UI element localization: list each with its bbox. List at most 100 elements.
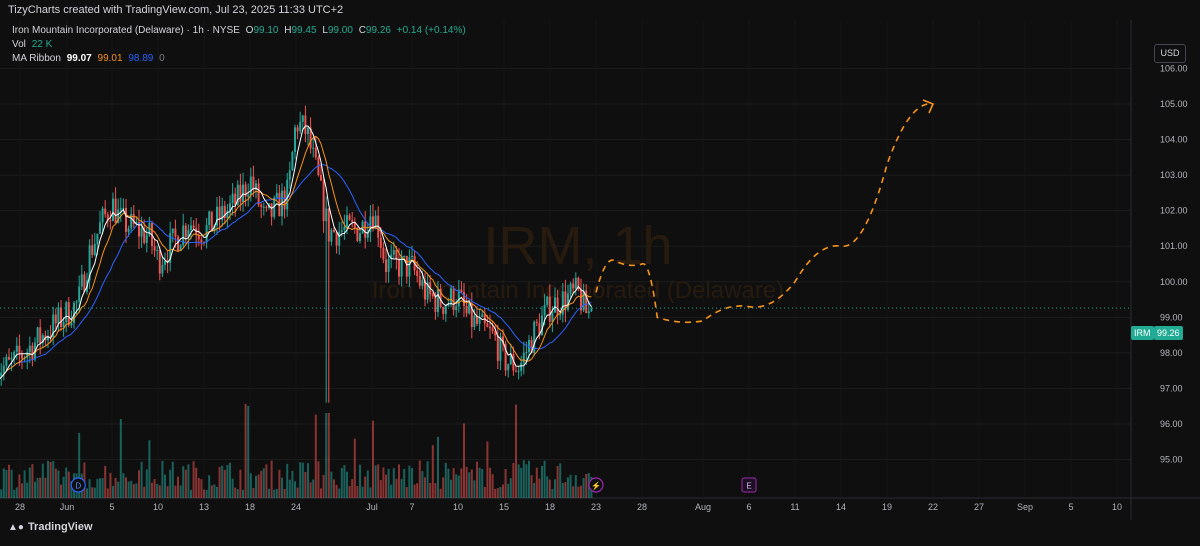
volume-bar: [582, 477, 585, 498]
x-tick-label: Jul: [366, 502, 378, 512]
candle-body: [577, 277, 580, 290]
event-marker[interactable]: E: [741, 477, 757, 493]
volume-bar: [512, 463, 515, 498]
projection[interactable]: [595, 99, 935, 324]
volume-bar: [307, 463, 309, 498]
volume-bar: [70, 481, 73, 498]
candle-body: [187, 229, 190, 238]
volume-bar: [190, 489, 192, 498]
chart-area[interactable]: IRM, 1h Iron Mountain Incorporated (Dela…: [0, 20, 1200, 541]
volume-bar: [499, 486, 502, 498]
ma-orange-line: [0, 135, 592, 380]
candle-body: [18, 345, 21, 355]
currency-button[interactable]: USD: [1154, 44, 1186, 63]
candle-body: [106, 214, 109, 221]
tradingview-logo[interactable]: ▲● TradingView: [8, 521, 93, 537]
candle-body: [374, 215, 377, 229]
volume-bar: [278, 469, 281, 498]
candle-body: [158, 250, 161, 274]
candle-body: [325, 208, 328, 222]
legend-ohlc: Iron Mountain Incorporated (Delaware) · …: [12, 25, 469, 36]
volume-bar: [255, 475, 257, 498]
event-marker[interactable]: ⚡: [588, 477, 604, 493]
candle-body: [223, 205, 226, 219]
event-marker-label: ⚡: [591, 481, 601, 491]
candle-body: [476, 315, 478, 324]
candle-body: [26, 352, 29, 358]
volume-bar: [515, 404, 517, 498]
volume-bar: [465, 466, 468, 498]
volume-bar: [200, 479, 203, 498]
volume-bar: [413, 484, 416, 498]
volume-bar: [249, 473, 252, 498]
candle-body: [546, 296, 549, 306]
volume-bar: [509, 478, 512, 498]
volume-bar: [317, 461, 320, 498]
candle-body: [65, 302, 68, 323]
candle-body: [338, 231, 341, 246]
candle-body: [88, 245, 91, 281]
volume-bar: [41, 463, 44, 498]
candle-body: [426, 282, 429, 300]
event-marker-bg: [741, 477, 757, 493]
price-axis[interactable]: 106.00 105.00 104.00 103.00 102.00 101.00 100.…: [1160, 63, 1188, 464]
volume-bar: [574, 475, 577, 498]
candle-body: [520, 362, 523, 371]
time-axis[interactable]: 28 Jun 5 10 13 18 24 Jul 7 10 15 18 23 28 Aug 6 11 14 19 22…: [15, 502, 1122, 512]
candle-body: [234, 193, 237, 205]
volume-bar: [130, 480, 133, 498]
candle-body: [348, 215, 351, 221]
candle-body: [247, 194, 250, 197]
legend-low-label: L: [322, 25, 328, 36]
volume-bar: [525, 464, 528, 498]
candle-body: [153, 245, 156, 251]
candle-body: [314, 147, 317, 158]
candle-body: [512, 354, 515, 371]
volume-bar: [125, 477, 127, 498]
candle-body: [119, 208, 122, 210]
candle-body: [192, 225, 195, 229]
candle-body: [437, 288, 439, 312]
volume-bar: [2, 468, 5, 498]
x-tick-label: 15: [499, 502, 509, 512]
volume-bar: [291, 470, 294, 498]
volume-bar: [374, 465, 377, 498]
volume-bar: [44, 477, 47, 498]
volume-bar: [387, 468, 390, 498]
x-tick-label: Aug: [695, 502, 711, 512]
volume-bar: [184, 469, 187, 498]
x-tick-label: 28: [637, 502, 647, 512]
y-tick-label: 103.00: [1160, 170, 1188, 180]
candle-body: [80, 274, 83, 287]
legend-close-label: C: [358, 25, 366, 36]
volume-bar: [52, 461, 55, 498]
volume-bar: [496, 487, 499, 498]
y-tick-label: 96.00: [1160, 419, 1183, 429]
volume-bar: [205, 489, 208, 498]
candle-body: [161, 264, 164, 274]
candle-body: [244, 184, 247, 197]
event-markers[interactable]: D ⚡ E: [70, 477, 757, 493]
candle-body: [327, 208, 330, 242]
ma-blue-line: [0, 164, 592, 380]
candle-body: [125, 207, 127, 232]
volume-bar: [132, 484, 135, 498]
candle-body: [463, 292, 465, 306]
price-chart[interactable]: IRM, 1h Iron Mountain Incorporated (Dela…: [0, 20, 1200, 541]
volume-bar: [281, 477, 283, 498]
candle-body: [486, 323, 489, 327]
candle-body: [359, 233, 361, 241]
volume-bar: [538, 478, 541, 498]
candle-body: [530, 339, 533, 353]
candle-body: [132, 214, 135, 224]
volume-bar: [275, 488, 278, 498]
volume-bar: [533, 483, 536, 498]
volume-bar: [304, 471, 307, 498]
event-marker[interactable]: D: [70, 477, 86, 493]
volume-bar: [338, 488, 341, 498]
volume-bar: [93, 487, 96, 498]
chart-caption: TizyCharts created with TradingView.com,…: [8, 4, 344, 16]
volume-bar: [463, 423, 465, 498]
candle-body: [179, 245, 182, 251]
volume-bar: [39, 477, 42, 498]
